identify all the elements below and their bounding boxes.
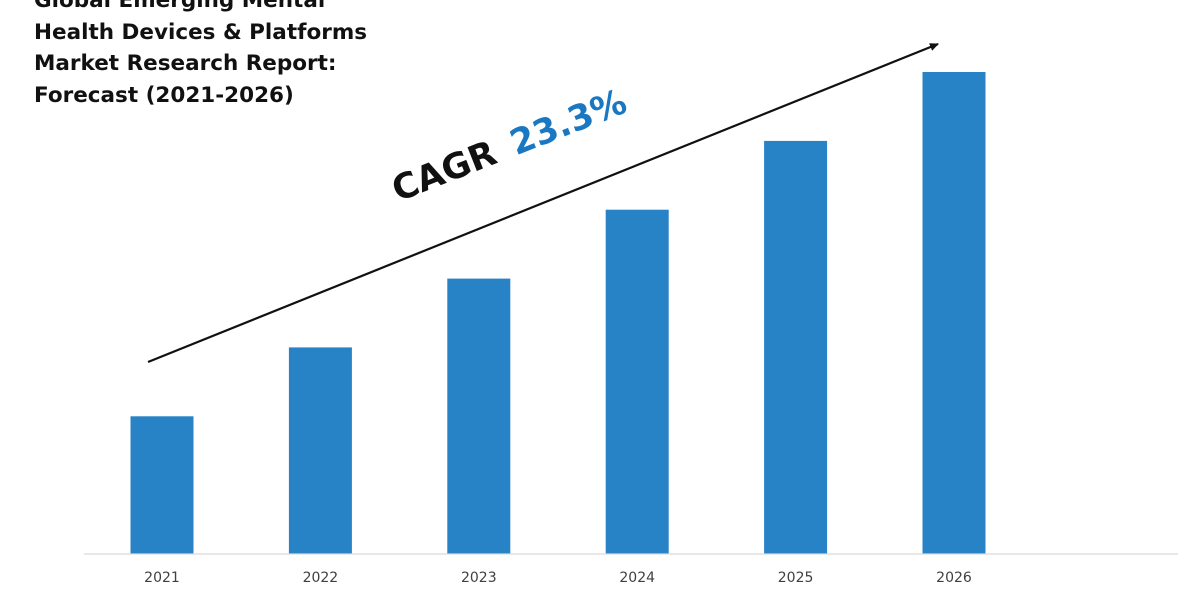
bar-2021: [130, 416, 194, 554]
x-tick-label-2023: 2023: [461, 570, 497, 586]
bar-2022: [288, 347, 352, 554]
x-tick-label-2022: 2022: [303, 570, 339, 586]
chart-title-line-1: Global Emerging Mental: [34, 0, 326, 13]
x-tick-labels: 2021 2022 2023 2024 2025 2026: [144, 570, 972, 586]
bar-2025: [764, 140, 828, 554]
cagr-value: 23.3%: [505, 82, 633, 164]
bar-2026: [922, 72, 986, 554]
x-tick-label-2021: 2021: [144, 570, 180, 586]
bar-2024: [605, 209, 669, 554]
svg-text:CAGR 23.3%: CAGR 23.3%: [387, 82, 633, 210]
cagr-label: CAGR: [387, 133, 503, 210]
chart-title-line-2: Health Devices & Platforms: [34, 19, 368, 45]
bars-group: [130, 72, 986, 554]
bar-2023: [447, 278, 511, 554]
trend-arrow: [147, 42, 939, 364]
cagr-annotation: CAGR 23.3%: [387, 82, 633, 210]
x-tick-label-2024: 2024: [619, 570, 655, 586]
chart-title-line-4: Forecast (2021-2026): [34, 82, 294, 108]
x-tick-label-2026: 2026: [936, 570, 972, 586]
x-tick-label-2025: 2025: [778, 570, 814, 586]
chart-title-line-3: Market Research Report:: [34, 51, 337, 76]
chart-title: Global Emerging Mental Health Devices & …: [34, 0, 454, 111]
